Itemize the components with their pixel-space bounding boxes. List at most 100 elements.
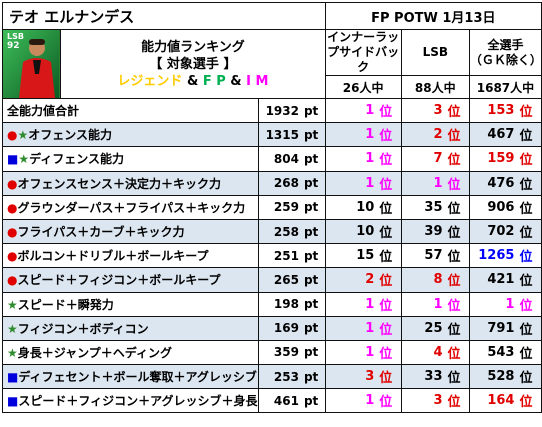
circle-icon: ● bbox=[7, 176, 18, 191]
rank-unit: 位 bbox=[445, 291, 470, 317]
row-value: 804 bbox=[257, 146, 301, 172]
player-card-image bbox=[3, 30, 59, 98]
circle-icon: ● bbox=[7, 200, 18, 215]
table-row: ●グラウンダーパス＋フライパス＋キック力 259 pt 10 位 35 位 906 位 bbox=[2, 194, 542, 220]
target-amp-2: & bbox=[230, 73, 242, 89]
column-count-all: 1687人中 bbox=[468, 75, 542, 99]
rank-value: 1 bbox=[324, 122, 378, 148]
row-unit-pt: pt bbox=[300, 339, 326, 366]
table-row: ●フライパス＋カーブ＋キック力 258 pt 10 位 39 位 702 位 bbox=[2, 218, 542, 245]
row-unit-pt: pt bbox=[300, 315, 326, 341]
rank-unit: 位 bbox=[517, 170, 542, 196]
rank-value: 7 bbox=[400, 146, 446, 172]
column-header-all: 全選手 （ＧＫ除く） bbox=[468, 29, 542, 76]
rank-unit: 位 bbox=[445, 364, 470, 390]
circle-icon: ● bbox=[7, 273, 18, 288]
row-unit-pt: pt bbox=[300, 122, 326, 148]
rank-unit: 位 bbox=[377, 194, 402, 220]
star-icon: ★ bbox=[18, 152, 30, 167]
rank-value: 1 bbox=[324, 170, 378, 196]
rank-unit: 位 bbox=[517, 194, 542, 220]
target-amp-1: & bbox=[186, 73, 199, 89]
rank-unit: 位 bbox=[445, 170, 470, 196]
rank-unit: 位 bbox=[445, 339, 470, 366]
square-icon: ■ bbox=[7, 152, 19, 167]
row-unit-pt: pt bbox=[300, 243, 326, 269]
rank-value: 10 bbox=[324, 218, 378, 245]
rank-unit: 位 bbox=[445, 267, 470, 293]
row-value: 251 bbox=[257, 243, 301, 269]
row-value: 258 bbox=[257, 218, 301, 245]
row-label-cell: ●ボルコン＋ドリブル＋ボールキープ bbox=[2, 243, 259, 269]
square-icon: ■ bbox=[7, 394, 19, 409]
player-card: LSB 92 bbox=[1, 29, 62, 99]
rank-unit: 位 bbox=[377, 218, 402, 245]
row-label-cell: ●★オフェンス能力 bbox=[2, 122, 259, 148]
table-row: ★スピード＋瞬発力 198 pt 1 位 1 位 1 位 bbox=[2, 291, 542, 317]
rank-value: 467 bbox=[468, 122, 518, 148]
row-label-cell: ●スピード＋フィジコン＋ボールキープ bbox=[2, 267, 259, 293]
row-label-cell: 全能力値合計 bbox=[2, 97, 259, 124]
row-label-cell: ★フィジコン＋ボディコン bbox=[2, 315, 259, 341]
table-row: ●スピード＋フィジコン＋ボールキープ 265 pt 2 位 8 位 421 位 bbox=[2, 267, 542, 293]
card-position: LSB bbox=[7, 32, 24, 41]
rank-value: 33 bbox=[400, 364, 446, 390]
table-row: ■ディフェセント＋ボール奪取＋アグレッシブ 253 pt 3 位 33 位 528 位 bbox=[2, 364, 542, 390]
rank-unit: 位 bbox=[445, 146, 470, 172]
star-icon: ★ bbox=[7, 345, 18, 360]
rank-value: 3 bbox=[400, 388, 446, 414]
rank-value: 3 bbox=[400, 97, 446, 124]
rank-unit: 位 bbox=[517, 218, 542, 245]
row-value: 268 bbox=[257, 170, 301, 196]
target-legend: レジェンド bbox=[117, 73, 183, 89]
rank-unit: 位 bbox=[517, 388, 542, 414]
row-value: 169 bbox=[257, 315, 301, 341]
row-label-cell: ★スピード＋瞬発力 bbox=[2, 291, 259, 317]
row-label: スピード＋フィジコン＋ボールキープ bbox=[17, 273, 221, 288]
rank-unit: 位 bbox=[517, 122, 542, 148]
target-label: 【 対象選手 】 bbox=[149, 56, 237, 72]
rank-unit: 位 bbox=[517, 146, 542, 172]
rank-value: 476 bbox=[468, 170, 518, 196]
rank-unit: 位 bbox=[377, 315, 402, 341]
row-label: グラウンダーパス＋フライパス＋キック力 bbox=[17, 200, 246, 215]
row-label: フライパス＋カーブ＋キック力 bbox=[17, 225, 185, 240]
table-row: ●★オフェンス能力 1315 pt 1 位 2 位 467 位 bbox=[2, 122, 542, 148]
rank-value: 1 bbox=[324, 315, 378, 341]
star-icon: ★ bbox=[7, 297, 18, 312]
row-label: ディフェンス能力 bbox=[29, 152, 125, 167]
circle-icon: ● bbox=[7, 225, 18, 240]
rank-value: 10 bbox=[324, 194, 378, 220]
column-header-inner-lap: インナーラップサイドバック bbox=[324, 29, 402, 76]
table-row: 全能力値合計 1932 pt 1 位 3 位 153 位 bbox=[2, 97, 542, 124]
rank-value: 1 bbox=[400, 291, 446, 317]
rank-value: 2 bbox=[324, 267, 378, 293]
rank-value: 1 bbox=[400, 170, 446, 196]
rank-value: 15 bbox=[324, 243, 378, 269]
row-unit-pt: pt bbox=[300, 97, 326, 124]
row-label: スピード＋フィジコン＋アグレッシブ＋身長 bbox=[18, 394, 258, 409]
rank-value: 164 bbox=[468, 388, 518, 414]
row-unit-pt: pt bbox=[300, 267, 326, 293]
column-count-lsb: 88人中 bbox=[400, 75, 470, 99]
star-icon: ★ bbox=[17, 128, 29, 143]
table-row: ●ボルコン＋ドリブル＋ボールキープ 251 pt 15 位 57 位 1265 位 bbox=[2, 243, 542, 269]
rank-value: 4 bbox=[400, 339, 446, 366]
rank-value: 1 bbox=[324, 97, 378, 124]
circle-icon: ● bbox=[7, 128, 18, 143]
table-row: ★フィジコン＋ボディコン 169 pt 1 位 25 位 791 位 bbox=[2, 315, 542, 341]
rank-value: 1 bbox=[324, 146, 378, 172]
row-value: 198 bbox=[257, 291, 301, 317]
player-name: テオ エルナンデス bbox=[2, 2, 326, 30]
row-label: スピード＋瞬発力 bbox=[17, 297, 114, 312]
row-value: 1932 bbox=[257, 97, 301, 124]
row-label: オフェンス能力 bbox=[28, 128, 113, 143]
rank-value: 906 bbox=[468, 194, 518, 220]
table-row: ★身長＋ジャンプ＋ヘディング 359 pt 1 位 4 位 543 位 bbox=[2, 339, 542, 366]
row-label: ボルコン＋ドリブル＋ボールキープ bbox=[17, 249, 209, 264]
row-value: 253 bbox=[257, 364, 301, 390]
rank-value: 702 bbox=[468, 218, 518, 245]
row-value: 265 bbox=[257, 267, 301, 293]
rank-value: 8 bbox=[400, 267, 446, 293]
rank-unit: 位 bbox=[377, 291, 402, 317]
